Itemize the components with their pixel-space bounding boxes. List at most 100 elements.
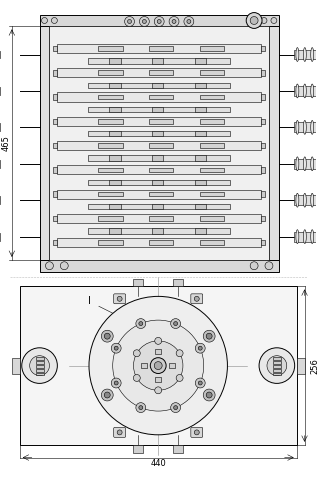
Bar xyxy=(273,364,281,368)
Circle shape xyxy=(155,387,162,394)
Bar xyxy=(98,70,123,75)
Bar xyxy=(109,180,121,185)
Bar xyxy=(149,94,173,99)
Circle shape xyxy=(265,262,273,269)
Bar xyxy=(261,240,265,245)
Bar xyxy=(12,358,20,374)
Bar xyxy=(36,369,44,372)
Bar xyxy=(109,107,121,112)
Bar xyxy=(109,156,121,161)
Bar xyxy=(88,180,230,185)
Bar xyxy=(152,131,164,136)
Ellipse shape xyxy=(311,84,314,98)
Bar xyxy=(261,46,265,51)
Bar xyxy=(53,240,57,245)
Circle shape xyxy=(187,19,191,24)
Bar xyxy=(294,86,320,96)
Circle shape xyxy=(171,402,180,413)
Bar xyxy=(149,119,173,123)
Bar xyxy=(152,58,164,64)
Circle shape xyxy=(114,346,118,350)
Bar xyxy=(200,70,224,75)
Bar xyxy=(261,215,265,221)
Bar xyxy=(195,107,206,112)
Circle shape xyxy=(157,19,161,24)
Bar xyxy=(297,358,305,374)
Bar xyxy=(173,445,183,453)
Bar xyxy=(200,192,224,197)
Bar xyxy=(53,94,57,100)
Bar xyxy=(88,107,230,112)
Ellipse shape xyxy=(318,230,320,243)
Bar xyxy=(98,119,123,123)
Circle shape xyxy=(114,381,118,385)
Bar xyxy=(88,204,230,209)
Circle shape xyxy=(111,343,121,353)
Circle shape xyxy=(154,16,164,27)
Bar xyxy=(53,70,57,76)
Circle shape xyxy=(250,262,258,269)
Circle shape xyxy=(30,356,50,375)
Bar xyxy=(109,204,121,209)
Bar xyxy=(98,143,123,148)
Bar xyxy=(57,189,261,199)
Bar xyxy=(152,204,164,209)
Bar xyxy=(200,46,224,51)
Circle shape xyxy=(184,16,194,27)
Bar xyxy=(195,204,206,209)
Bar xyxy=(261,191,265,197)
Circle shape xyxy=(139,406,143,410)
Bar xyxy=(261,167,265,173)
Bar xyxy=(53,119,57,124)
Circle shape xyxy=(206,333,212,339)
Bar xyxy=(88,228,230,234)
Circle shape xyxy=(133,350,140,357)
Bar xyxy=(98,94,123,99)
Bar xyxy=(57,68,261,77)
Circle shape xyxy=(139,321,143,325)
Bar xyxy=(152,180,164,185)
Bar xyxy=(53,46,57,51)
Bar xyxy=(195,228,206,234)
Bar xyxy=(109,131,121,136)
Bar xyxy=(53,167,57,173)
Bar xyxy=(200,94,224,99)
Bar xyxy=(57,238,261,247)
Bar xyxy=(261,143,265,148)
Ellipse shape xyxy=(296,230,299,243)
Bar xyxy=(88,156,230,161)
Bar xyxy=(200,216,224,221)
Bar xyxy=(195,82,206,88)
Circle shape xyxy=(104,333,110,339)
Bar xyxy=(98,241,123,245)
Bar xyxy=(40,27,50,260)
Bar xyxy=(57,141,261,150)
Bar xyxy=(200,241,224,245)
Circle shape xyxy=(45,262,53,269)
Circle shape xyxy=(259,348,295,383)
Bar xyxy=(36,357,44,360)
Bar xyxy=(149,143,173,148)
Bar xyxy=(155,349,161,354)
Bar xyxy=(149,216,173,221)
Bar xyxy=(200,119,224,123)
Text: I: I xyxy=(88,296,91,307)
Circle shape xyxy=(198,346,202,350)
Bar xyxy=(133,279,143,286)
Bar xyxy=(40,260,279,272)
Bar xyxy=(36,373,44,375)
Circle shape xyxy=(142,19,146,24)
Bar xyxy=(149,168,173,172)
Ellipse shape xyxy=(318,84,320,98)
Ellipse shape xyxy=(303,230,306,243)
Circle shape xyxy=(155,337,162,344)
Bar xyxy=(294,159,320,169)
Circle shape xyxy=(128,19,132,24)
Text: 256: 256 xyxy=(310,358,319,374)
Bar xyxy=(133,445,143,453)
Bar xyxy=(261,94,265,100)
Bar xyxy=(88,131,230,136)
Bar xyxy=(149,70,173,75)
Ellipse shape xyxy=(296,193,299,207)
Circle shape xyxy=(169,16,179,27)
